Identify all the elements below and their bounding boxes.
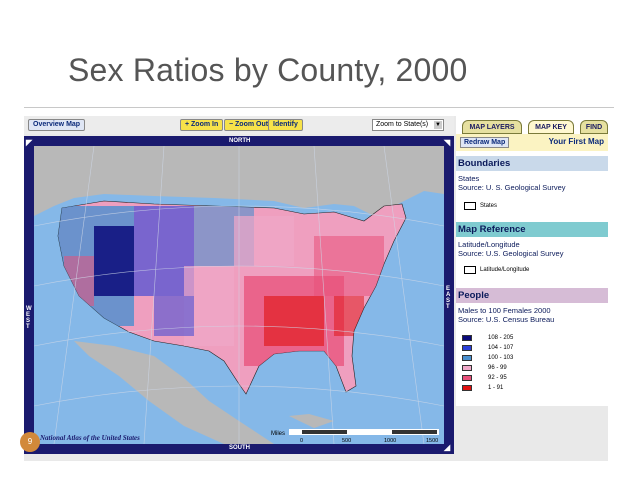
section-people: People: [456, 288, 608, 303]
north-label: NORTH: [229, 138, 251, 144]
identify-button[interactable]: Identify: [268, 119, 303, 131]
legend-swatch: [462, 335, 472, 341]
states-line-icon: [464, 202, 476, 210]
scale-unit: Miles: [271, 431, 285, 437]
slide-title: Sex Ratios by County, 2000: [68, 52, 468, 88]
zoom-select-value: Zoom to State(s): [376, 121, 429, 128]
states-symbol-label: States: [480, 203, 498, 209]
legend-swatch: [462, 345, 472, 351]
legend-swatch: [462, 355, 472, 361]
lat-long-line-icon: [464, 266, 476, 274]
zoom-in-button[interactable]: + Zoom In: [180, 119, 224, 131]
legend-swatch: [462, 375, 472, 381]
boundaries-layer: States: [458, 174, 480, 183]
map-key-panel: MAP LAYERS MAP KEY FIND Redraw Map Your …: [456, 116, 608, 406]
atlas-credit: National Atlas of the United States: [39, 434, 140, 442]
legend-label: 1 - 91: [488, 385, 504, 391]
section-boundaries: Boundaries: [456, 156, 608, 171]
scale-tick: 1500: [426, 438, 438, 444]
zoom-out-button[interactable]: − Zoom Out: [224, 119, 274, 131]
legend-swatch: [462, 365, 472, 371]
east-label: EAST: [446, 286, 451, 310]
south-label: SOUTH: [229, 445, 250, 451]
pan-northeast-icon[interactable]: ◥: [444, 138, 451, 147]
reference-source: Source: U.S. Geological Survey: [458, 249, 564, 258]
mexico-land: [74, 341, 274, 444]
section-map-reference: Map Reference: [456, 222, 608, 237]
zoom-to-state-select[interactable]: Zoom to State(s) ▼: [372, 119, 444, 131]
pan-southeast-icon[interactable]: ◢: [444, 443, 451, 452]
legend-label: 92 - 95: [488, 375, 507, 381]
atlas-window: Overview Map + Zoom In − Zoom Out Identi…: [24, 116, 608, 461]
overview-map-button[interactable]: Overview Map: [28, 119, 86, 131]
reference-layer: Latitude/Longitude: [458, 240, 520, 249]
legend-label: 100 - 103: [488, 355, 514, 361]
legend-label: 104 - 107: [488, 345, 514, 351]
tab-find[interactable]: FIND: [580, 120, 608, 134]
title-divider: [24, 107, 614, 108]
people-source: Source: U.S. Census Bureau: [458, 315, 555, 324]
scale-tick: 1000: [384, 438, 396, 444]
panel-header: Redraw Map Your First Map: [456, 134, 608, 151]
redraw-map-button[interactable]: Redraw Map: [460, 137, 510, 148]
tab-map-layers[interactable]: MAP LAYERS: [462, 120, 522, 134]
panel-heading: Your First Map: [548, 137, 604, 146]
legend-swatch: [462, 385, 472, 391]
map-view[interactable]: NORTH SOUTH WEST EAST ◤ ◥ ◣ ◢: [24, 136, 454, 454]
scale-tick: 500: [342, 438, 351, 444]
map-toolbar: Overview Map + Zoom In − Zoom Out Identi…: [24, 116, 454, 134]
scale-segment: [302, 430, 347, 434]
us-sex-ratio-map: Miles 0 500 1000 1500 National Atlas of …: [34, 146, 444, 444]
lat-long-symbol-label: Latitude/Longitude: [480, 267, 530, 273]
slide-page-number: 9: [20, 432, 40, 452]
people-layer: Males to 100 Females 2000: [458, 306, 551, 315]
legend-label: 108 - 205: [488, 335, 514, 341]
county-choropleth: [58, 206, 384, 366]
chevron-down-icon[interactable]: ▼: [434, 121, 442, 129]
scale-segment: [392, 430, 437, 434]
boundaries-source: Source: U. S. Geological Survey: [458, 183, 566, 192]
tab-map-key[interactable]: MAP KEY: [528, 120, 574, 134]
legend-label: 96 - 99: [488, 365, 507, 371]
caribbean-land: [289, 414, 334, 428]
scale-bar: [289, 429, 439, 435]
west-label: WEST: [26, 306, 32, 330]
lat-long-grid: [34, 146, 444, 444]
pan-northwest-icon[interactable]: ◤: [26, 138, 33, 147]
scale-tick: 0: [300, 438, 303, 444]
